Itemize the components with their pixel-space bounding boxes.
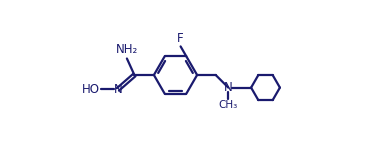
Text: N: N xyxy=(114,83,122,96)
Text: NH₂: NH₂ xyxy=(116,43,138,56)
Text: HO: HO xyxy=(82,83,100,96)
Text: F: F xyxy=(177,32,183,45)
Text: CH₃: CH₃ xyxy=(219,100,238,110)
Text: N: N xyxy=(224,81,233,94)
